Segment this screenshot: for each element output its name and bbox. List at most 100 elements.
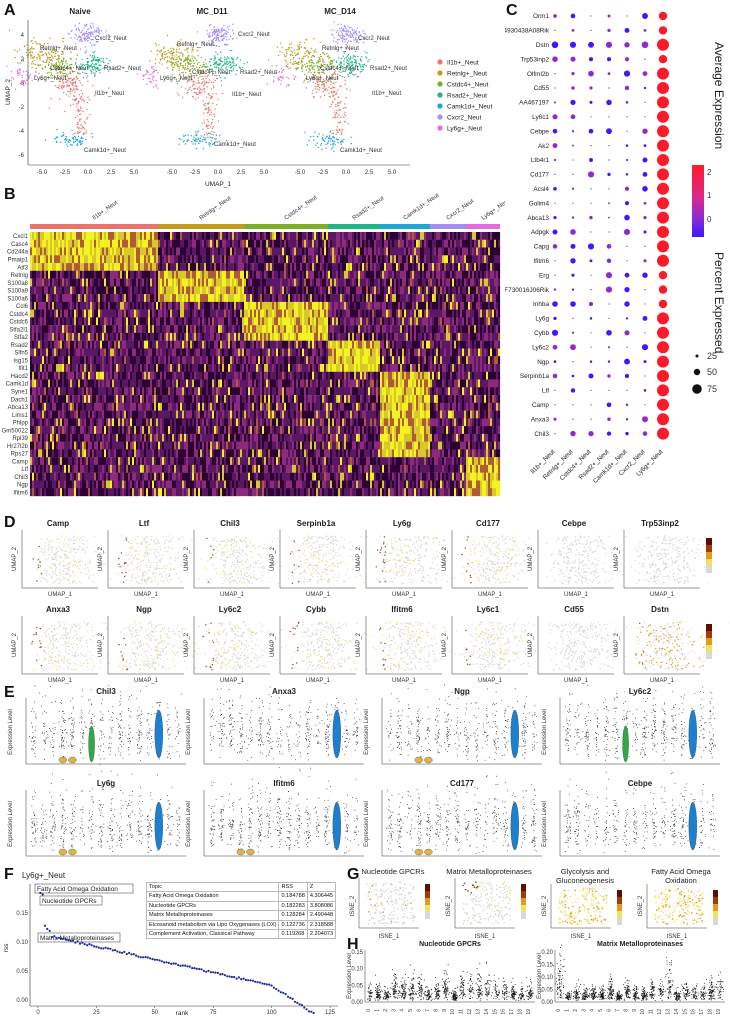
dotplot-dot [608,87,610,89]
dotplot-dot [626,116,628,118]
cluster-label-cxcr2: Cxcr2_Neut [95,36,127,42]
jitter-xtick: 16 [691,1009,697,1015]
dotplot-dot [623,70,631,77]
jitter-xtick: 10 [450,1009,456,1015]
heatmap-gene-label: Ifit1 [18,366,28,372]
rss-point [88,943,91,946]
feature-ylabel: UMAP_2 [614,632,620,657]
cluster-label-cstdc4: Cstdc4+_Neut [320,66,359,72]
rss-xtick: 100 [267,1010,278,1016]
dotplot-dot [553,216,557,220]
heatmap-gene-label: Camp [12,459,29,465]
topic-header: Topic [145,881,280,893]
rss-point [307,1010,311,1013]
dotplot-dot [657,139,669,152]
rss-point [261,982,264,985]
pct-legend-dot [692,384,702,394]
dotplot-dot [643,360,647,364]
heatmap-gene-label: Ltf [21,467,28,473]
umap-title-naive: Naive [69,7,91,16]
dotplot-dot [624,57,630,62]
dotplot-dot [590,274,592,276]
rss-point [50,936,54,939]
rss-point [202,969,205,972]
dotplot-dot [553,417,557,421]
dotplot-dot [553,316,557,321]
heatmap-gene-label: S100a8 [7,281,28,287]
dotplot-dot [624,330,630,336]
jitter-xtick: 2 [383,1009,389,1012]
table-row: Matrix Metalloproteinases 0.128284 2.49044… [145,910,337,921]
rss-point [263,982,266,985]
dotplot-dot [552,128,558,134]
tsne-title: Gluconeogenesis [556,876,614,885]
umap-xtick: 5.0 [130,170,139,176]
jitter-xtick: 13 [475,1009,481,1015]
dotplot-dot [624,286,630,293]
rss-point [39,891,42,895]
feature-plot-title: Cd55 [564,605,584,614]
dotplot-dot [624,85,630,91]
rss-point [223,974,226,977]
heatmap-gene-label: Abca13 [8,405,29,411]
dotplot-dot [626,346,628,348]
avg-tick: 2 [707,168,712,177]
dotplot-dot [624,186,630,191]
dotplot-dot [605,286,613,293]
dotplot-gene-label: AA467197 [519,100,549,107]
jitter-xtick: 5 [598,1009,604,1012]
dotplot-dot [641,41,649,49]
jitter-xtick: 5 [408,1009,414,1012]
jitter-xtick: 18 [708,1009,714,1015]
panel-d-feature-plots: Camp UMAP_2 UMAP_1 Ltf UMAP_2 UMAP_1 Chil3 UMAP… [12,519,729,684]
rss-point [251,979,254,982]
cluster-label-camk1d: Camk1d+_Neut [214,142,256,148]
dotplot-dot [625,158,629,162]
legend-swatch-cstdc4 [437,81,443,87]
dotplot-gene-label: Ak2 [538,143,549,150]
rss-point [167,961,170,964]
rss-point [188,965,191,968]
dotplot-dot [658,55,668,64]
rss-point [46,927,49,931]
feature-plot-title: Trp53inp2 [641,519,679,528]
cluster-label-cxcr2: Cxcr2_Neut [358,36,390,42]
umap-xtick: -2.5 [60,170,71,176]
rss-point [116,950,119,953]
dotplot-dot [569,41,577,48]
violin-title: Ly6g [97,779,115,788]
jitter-xtick: 9 [632,1009,638,1012]
legend-item-ly6g: Ly6g+_Neut [447,126,482,133]
umap-xtick: -2.5 [318,170,329,176]
dotplot-gene-label: Golim4 [529,200,550,207]
dotplot-dot [644,375,646,377]
dotplot-dot [570,344,576,351]
pct-expressed-title: Percent Expressed [712,252,726,353]
dotplot-gene-label: Olfml2b [527,71,549,78]
rss-point [151,958,154,961]
dotplot-dot [624,358,630,365]
jitter-xtick: 4 [400,1009,406,1012]
dotplot-dot [608,317,610,319]
jitter-xtick: 14 [484,1009,490,1015]
cluster-label-ly6g: Ly6g+_Neut [34,76,67,82]
dotplot-dot [624,301,630,307]
rss-point [93,945,96,948]
dotplot-dot [571,216,575,219]
dotplot-dot [588,41,594,48]
heatmap-group-label: Cxcr2_Neut [446,198,476,221]
dotplot-dot [570,243,576,249]
rss-point [279,991,282,994]
rss-point [69,939,72,942]
rss-point [200,968,203,971]
umap-title-mc-d11: MC_D11 [196,7,228,16]
dotplot-dot [552,56,558,62]
rss-point [277,989,280,992]
dotplot-dot [572,173,574,175]
rss-point [207,969,210,972]
feature-plot-title: Cd177 [476,519,501,528]
rss-point [55,937,58,940]
legend-swatch-rsad2 [437,92,443,98]
feature-xlabel: UMAP_1 [220,592,245,598]
dotplot-dot [570,388,576,393]
